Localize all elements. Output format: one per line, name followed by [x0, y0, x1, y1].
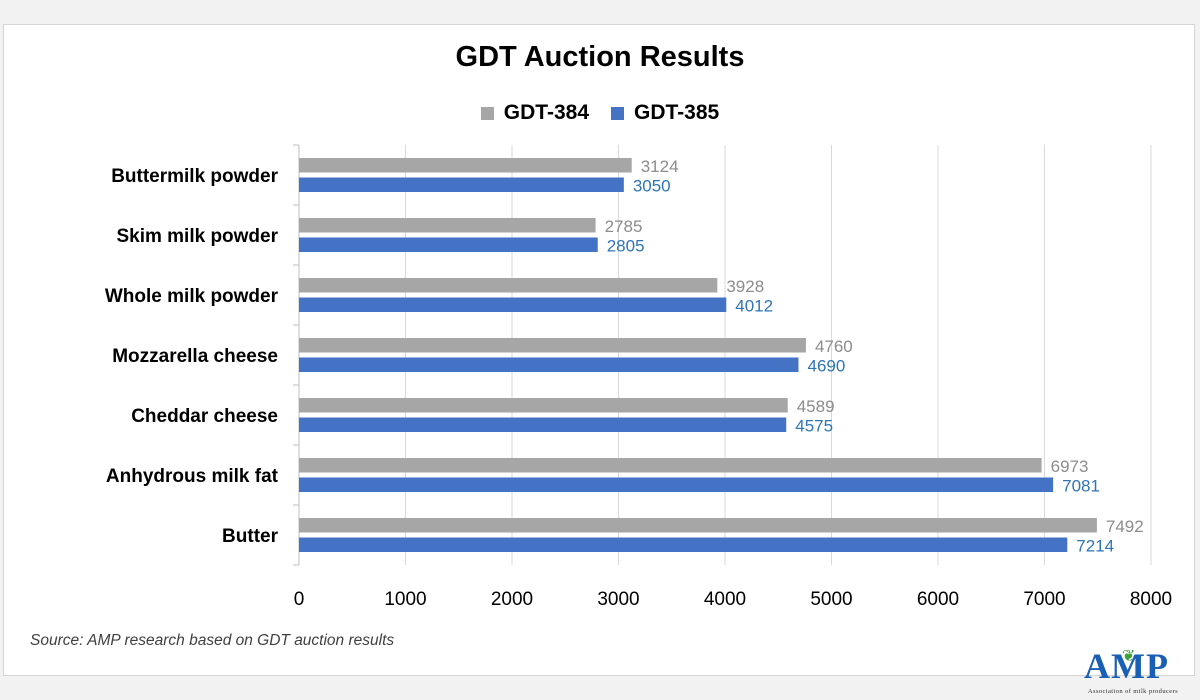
data-label-gdt-385: 3050 — [633, 177, 671, 196]
x-tick-label: 0 — [294, 589, 305, 610]
data-label-gdt-384: 6973 — [1051, 457, 1089, 476]
bar-gdt-384 — [299, 338, 806, 353]
amp-logo: ❦ AMP Association of milk producers — [1078, 646, 1188, 700]
legend-item-series-2: GDT-385 — [611, 101, 719, 125]
category-label: Butter — [222, 526, 279, 547]
data-label-gdt-384: 4760 — [815, 337, 853, 356]
x-tick-label: 2000 — [491, 589, 533, 610]
category-label: Whole milk powder — [105, 286, 279, 307]
category-label: Skim milk powder — [116, 226, 278, 247]
data-label-gdt-385: 7081 — [1062, 477, 1100, 496]
data-label-gdt-385: 4690 — [807, 357, 845, 376]
source-note: Source: AMP research based on GDT auctio… — [30, 632, 395, 649]
category-label: Mozzarella cheese — [112, 346, 278, 367]
legend-label-series-2: GDT-385 — [634, 101, 720, 124]
x-tick-label: 8000 — [1130, 589, 1172, 610]
x-tick-label: 6000 — [917, 589, 959, 610]
data-label-gdt-384: 4589 — [797, 397, 835, 416]
bar-gdt-385 — [299, 177, 624, 192]
legend-swatch-series-2 — [611, 106, 624, 120]
data-label-gdt-384: 3124 — [641, 157, 679, 176]
legend-item-series-1: GDT-384 — [480, 101, 589, 125]
bar-gdt-385 — [299, 537, 1068, 552]
bar-gdt-385 — [299, 357, 799, 372]
bar-gdt-384 — [299, 458, 1042, 473]
data-label-gdt-385: 7214 — [1076, 537, 1114, 556]
bar-gdt-384 — [299, 158, 632, 173]
logo-subtitle: Association of milk producers — [1087, 688, 1179, 695]
bar-gdt-385 — [299, 237, 598, 252]
logo-text: AMP — [1084, 646, 1169, 686]
data-label-gdt-385: 2805 — [607, 237, 645, 256]
legend-label-series-1: GDT-384 — [503, 101, 589, 124]
data-label-gdt-384: 3928 — [726, 277, 764, 296]
bar-gdt-384 — [299, 398, 788, 413]
x-tick-label: 7000 — [1023, 589, 1065, 610]
category-label: Anhydrous milk fat — [106, 466, 279, 487]
x-tick-label: 3000 — [597, 589, 639, 610]
bar-gdt-385 — [299, 417, 787, 432]
bar-gdt-384 — [299, 218, 596, 233]
category-label: Cheddar cheese — [131, 406, 278, 427]
x-tick-label: 5000 — [810, 589, 852, 610]
bar-gdt-385 — [299, 477, 1054, 492]
x-tick-label: 1000 — [384, 589, 426, 610]
leaf-icon: ❦ — [1122, 648, 1136, 665]
bar-gdt-384 — [299, 518, 1097, 533]
bar-gdt-385 — [299, 297, 727, 312]
chart-title: GDT Auction Results — [455, 41, 745, 73]
bar-gdt-384 — [299, 278, 718, 293]
chart-legend: GDT-384 GDT-385 — [0, 101, 1200, 125]
x-tick-label: 4000 — [704, 589, 746, 610]
data-label-gdt-385: 4012 — [735, 297, 773, 316]
data-label-gdt-384: 7492 — [1106, 517, 1144, 536]
legend-swatch-series-1 — [480, 106, 494, 120]
category-label: Buttermilk powder — [111, 166, 278, 187]
data-label-gdt-384: 2785 — [605, 217, 643, 236]
data-label-gdt-385: 4575 — [795, 417, 833, 436]
